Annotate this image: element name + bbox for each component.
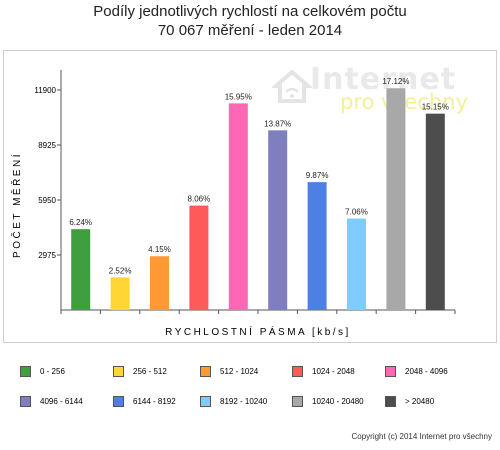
y-tick-label: 2975 <box>38 251 56 260</box>
bar-10 <box>425 113 445 310</box>
bar-data-label: 7.06% <box>345 208 368 217</box>
copyright-text: Copyright (c) 2014 Internet pro všechny <box>351 432 492 441</box>
legend-label: 8192 - 10240 <box>220 397 268 406</box>
bar-7 <box>307 182 327 310</box>
y-tick-label: 8925 <box>38 141 56 150</box>
x-axis-title: RYCHLOSTNÍ PÁSMA [kb/s] <box>165 325 351 338</box>
legend-label: 6144 - 8192 <box>133 397 176 406</box>
bar-data-label: 2.52% <box>109 266 132 275</box>
bar-data-label: 6.24% <box>69 218 92 227</box>
bar-data-label: 9.87% <box>306 171 329 180</box>
legend-swatch <box>113 396 124 407</box>
bar-6 <box>268 130 288 310</box>
bar-chart: 2975 5950 8925 11900 6.24% 2.52% 4.15% 8.06% 15.… <box>10 70 456 338</box>
y-tick-label: 11900 <box>34 86 56 95</box>
legend-label: 512 - 1024 <box>220 367 259 376</box>
legend-swatch <box>292 396 303 407</box>
bar-2 <box>110 277 130 310</box>
legend-label: 0 - 256 <box>40 367 65 376</box>
bar-3 <box>150 256 169 310</box>
legend-label: 1024 - 2048 <box>312 367 355 376</box>
legend-swatch <box>200 366 211 377</box>
legend-swatch <box>292 366 303 377</box>
bar-data-label: 13.87% <box>264 119 291 128</box>
bar-8 <box>347 218 366 310</box>
bar-1 <box>71 229 91 310</box>
legend-label: > 20480 <box>405 397 435 406</box>
legend-swatch <box>20 396 31 407</box>
bar-4 <box>189 205 209 310</box>
legend-label: 4096 - 6144 <box>40 397 83 406</box>
bar-9 <box>386 88 406 310</box>
legend-label: 10240 - 20480 <box>312 397 364 406</box>
legend-swatch <box>385 396 396 407</box>
legend-swatch <box>20 366 31 377</box>
y-axis-title: POČET MĚŘENÍ <box>10 152 23 258</box>
bar-data-label: 8.06% <box>188 195 211 204</box>
legend-swatch <box>200 396 211 407</box>
bar-data-label: 17.12% <box>382 77 409 86</box>
chart-subtitle: 70 067 měření - leden 2014 <box>157 22 343 39</box>
y-tick-label: 5950 <box>38 196 56 205</box>
bar-5 <box>228 103 248 310</box>
chart-title-block: Podíly jednotlivých rychlostí na celkové… <box>0 2 500 40</box>
legend-swatch <box>113 366 124 377</box>
legend: 0 - 256 256 - 512 512 - 1024 1024 - 2048 204… <box>0 366 500 426</box>
bar-data-label: 4.15% <box>148 245 171 254</box>
legend-label: 256 - 512 <box>133 367 167 376</box>
legend-label: 2048 - 4096 <box>405 367 448 376</box>
bar-data-label: 15.95% <box>225 92 252 101</box>
legend-swatch <box>385 366 396 377</box>
chart-title: Podíly jednotlivých rychlostí na celkové… <box>93 3 407 20</box>
bar-data-label: 15.15% <box>422 103 449 112</box>
